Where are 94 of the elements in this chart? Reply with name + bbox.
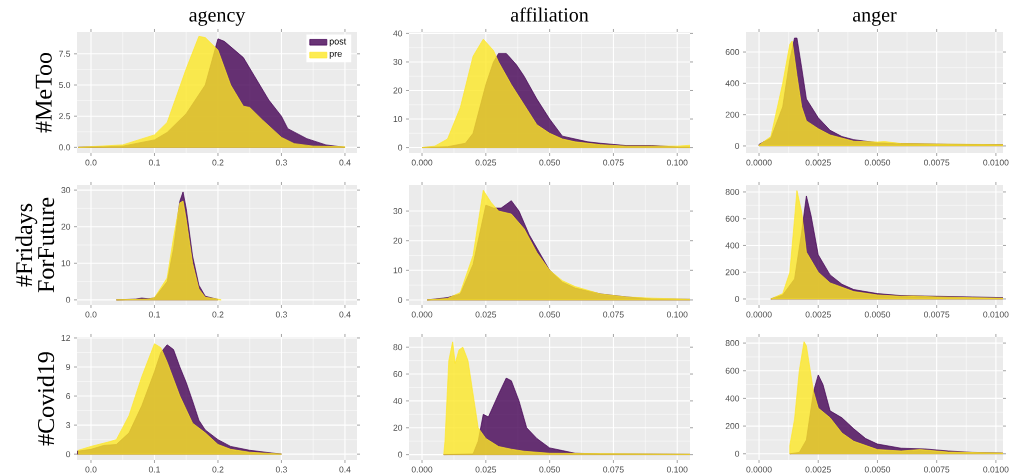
y-tick-label: 20 bbox=[393, 237, 403, 244]
x-tick-label: 0.050 bbox=[539, 159, 560, 166]
y-axis-title: #MeToo bbox=[35, 52, 52, 133]
x-tick-label: 0.3 bbox=[275, 311, 287, 318]
y-axis-title: #Fridays ForFuture bbox=[15, 197, 55, 293]
y-tick-label: 60 bbox=[393, 371, 403, 378]
y-tick-label: 10 bbox=[393, 267, 403, 274]
x-tick-label: 0.050 bbox=[539, 311, 560, 318]
y-tick-label: 800 bbox=[725, 188, 740, 195]
chart-title: anger bbox=[853, 11, 897, 26]
y-tick-label: 0 bbox=[398, 144, 403, 151]
x-tick-label: 0.1 bbox=[148, 466, 160, 473]
y-tick-label: 200 bbox=[725, 111, 740, 118]
x-tick-label: 0.025 bbox=[475, 466, 497, 473]
y-tick-label: 10 bbox=[61, 260, 71, 267]
x-tick-label: 0.0075 bbox=[924, 311, 950, 318]
x-tick-label: 0.4 bbox=[339, 466, 351, 473]
x-tick-label: 0.0075 bbox=[924, 159, 950, 166]
x-tick-label: 0.2 bbox=[212, 311, 224, 318]
x-tick-label: 0.0100 bbox=[983, 311, 1009, 318]
y-tick-label: 600 bbox=[725, 215, 740, 222]
legend-label: pre bbox=[329, 51, 342, 59]
x-tick-label: 0.0000 bbox=[746, 159, 772, 166]
y-tick-label: 30 bbox=[61, 187, 71, 194]
x-tick-label: 0.025 bbox=[475, 311, 497, 318]
x-tick-label: 0.0050 bbox=[864, 311, 891, 318]
y-tick-label: 30 bbox=[393, 58, 403, 65]
x-tick-label: 0.0075 bbox=[924, 466, 950, 473]
x-tick-label: 0.0100 bbox=[983, 159, 1009, 166]
y-tick-label: 0 bbox=[735, 295, 740, 302]
y-tick-label: 0 bbox=[398, 296, 403, 303]
x-tick-label: 0.075 bbox=[603, 159, 624, 166]
y-axis-title: #Covid19 bbox=[37, 352, 55, 446]
x-tick-label: 0.0050 bbox=[864, 466, 891, 473]
y-tick-label: 80 bbox=[393, 344, 403, 351]
y-tick-label: 800 bbox=[725, 340, 740, 347]
x-tick-label: 0.0025 bbox=[805, 311, 831, 318]
y-tick-label: 400 bbox=[725, 242, 740, 249]
y-tick-label: 40 bbox=[393, 30, 403, 37]
x-tick-label: 0.100 bbox=[666, 466, 688, 473]
legend-label: post bbox=[329, 38, 347, 47]
y-tick-label: 20 bbox=[393, 424, 403, 431]
x-tick-label: 0.0100 bbox=[983, 466, 1009, 473]
y-tick-label: 200 bbox=[725, 423, 740, 430]
x-tick-label: 0.0000 bbox=[746, 466, 772, 473]
y-tick-label: 0 bbox=[66, 451, 71, 458]
y-tick-label: 20 bbox=[393, 87, 403, 94]
x-tick-label: 0.000 bbox=[411, 159, 433, 166]
x-tick-label: 0.000 bbox=[411, 311, 433, 318]
y-tick-label: 6 bbox=[66, 393, 71, 400]
y-tick-label: 5.0 bbox=[59, 82, 71, 89]
y-tick-label: 12 bbox=[61, 334, 71, 341]
y-tick-label: 0 bbox=[66, 296, 71, 303]
y-tick-label: 600 bbox=[725, 49, 740, 56]
x-tick-label: 0.0 bbox=[85, 159, 97, 166]
y-tick-label: 0.0 bbox=[58, 144, 71, 151]
y-tick-label: 0 bbox=[398, 451, 403, 458]
chart-title: agency bbox=[189, 11, 246, 26]
y-tick-label: 9 bbox=[66, 364, 71, 371]
x-tick-label: 0.2 bbox=[212, 466, 224, 473]
x-tick-label: 0.0050 bbox=[864, 159, 891, 166]
y-tick-label: 400 bbox=[725, 395, 740, 402]
y-tick-label: 600 bbox=[725, 367, 740, 374]
chart-title: affiliation bbox=[510, 7, 589, 22]
x-tick-label: 0.4 bbox=[339, 159, 351, 166]
x-tick-label: 0.3 bbox=[275, 159, 287, 166]
x-tick-label: 0.0 bbox=[85, 466, 97, 473]
y-tick-label: 20 bbox=[61, 223, 71, 230]
y-tick-label: 400 bbox=[725, 80, 740, 87]
x-tick-label: 0.0025 bbox=[805, 159, 831, 166]
x-tick-label: 0.1 bbox=[148, 159, 160, 166]
x-tick-label: 0.050 bbox=[539, 466, 560, 473]
x-tick-label: 0.100 bbox=[666, 159, 688, 166]
y-tick-label: 2.5 bbox=[59, 113, 71, 120]
y-tick-label: 200 bbox=[725, 269, 740, 276]
x-tick-label: 0.075 bbox=[603, 311, 624, 318]
x-tick-label: 0.025 bbox=[475, 159, 497, 166]
y-tick-label: 0 bbox=[735, 450, 740, 457]
x-tick-label: 0.0025 bbox=[805, 466, 831, 473]
y-tick-label: 30 bbox=[393, 208, 403, 215]
x-tick-label: 0.0000 bbox=[746, 311, 772, 318]
x-tick-label: 0.100 bbox=[666, 311, 688, 318]
x-tick-label: 0.3 bbox=[275, 466, 287, 473]
y-tick-label: 40 bbox=[393, 397, 403, 404]
x-tick-label: 0.2 bbox=[212, 159, 224, 166]
x-tick-label: 0.075 bbox=[603, 466, 624, 473]
y-tick-label: 7.5 bbox=[59, 50, 71, 57]
x-tick-label: 0.4 bbox=[339, 311, 351, 318]
x-tick-label: 0.1 bbox=[148, 311, 160, 318]
y-tick-label: 0 bbox=[735, 142, 740, 149]
y-tick-label: 10 bbox=[393, 116, 403, 123]
y-tick-label: 3 bbox=[66, 422, 71, 429]
x-tick-label: 0.000 bbox=[411, 466, 433, 473]
x-tick-label: 0.0 bbox=[85, 311, 97, 318]
